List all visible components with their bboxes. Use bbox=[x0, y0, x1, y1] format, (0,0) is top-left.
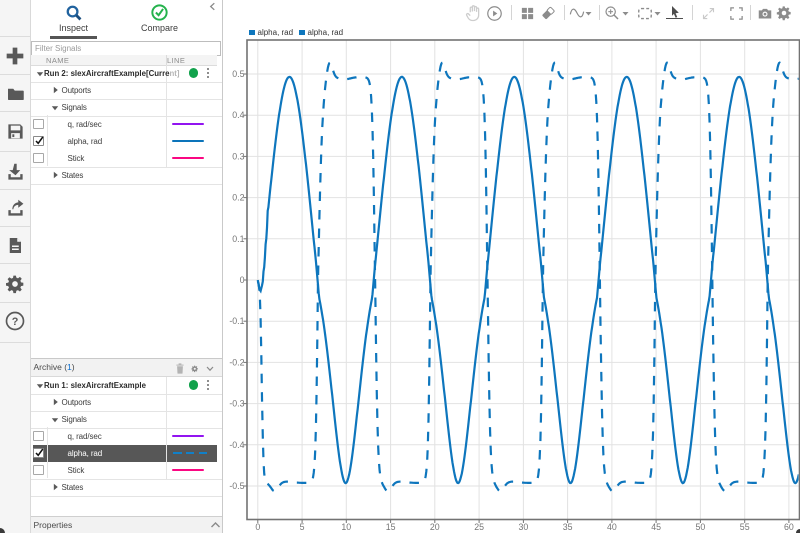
svg-text:-0.2: -0.2 bbox=[229, 357, 244, 367]
svg-text:55: 55 bbox=[740, 522, 750, 532]
svg-text:0.4: 0.4 bbox=[232, 110, 244, 120]
svg-text:35: 35 bbox=[563, 522, 573, 532]
svg-text:-0.1: -0.1 bbox=[229, 316, 244, 326]
svg-text:0.2: 0.2 bbox=[232, 193, 244, 203]
svg-text:-0.4: -0.4 bbox=[229, 440, 244, 450]
svg-text:-0.5: -0.5 bbox=[229, 481, 244, 491]
svg-text:30: 30 bbox=[519, 522, 529, 532]
svg-text:?: ? bbox=[12, 316, 19, 328]
svg-text:0.1: 0.1 bbox=[232, 234, 244, 244]
svg-text:0: 0 bbox=[240, 275, 245, 285]
svg-text:60: 60 bbox=[784, 522, 794, 532]
svg-text:50: 50 bbox=[696, 522, 706, 532]
svg-text:0.3: 0.3 bbox=[232, 151, 244, 161]
svg-text:40: 40 bbox=[607, 522, 617, 532]
svg-text:0: 0 bbox=[255, 522, 260, 532]
svg-text:45: 45 bbox=[651, 522, 661, 532]
svg-text:5: 5 bbox=[300, 522, 305, 532]
svg-text:20: 20 bbox=[430, 522, 440, 532]
svg-text:25: 25 bbox=[474, 522, 484, 532]
svg-text:-0.3: -0.3 bbox=[229, 399, 244, 409]
svg-text:0.5: 0.5 bbox=[232, 69, 244, 79]
svg-text:10: 10 bbox=[341, 522, 351, 532]
svg-text:15: 15 bbox=[386, 522, 396, 532]
